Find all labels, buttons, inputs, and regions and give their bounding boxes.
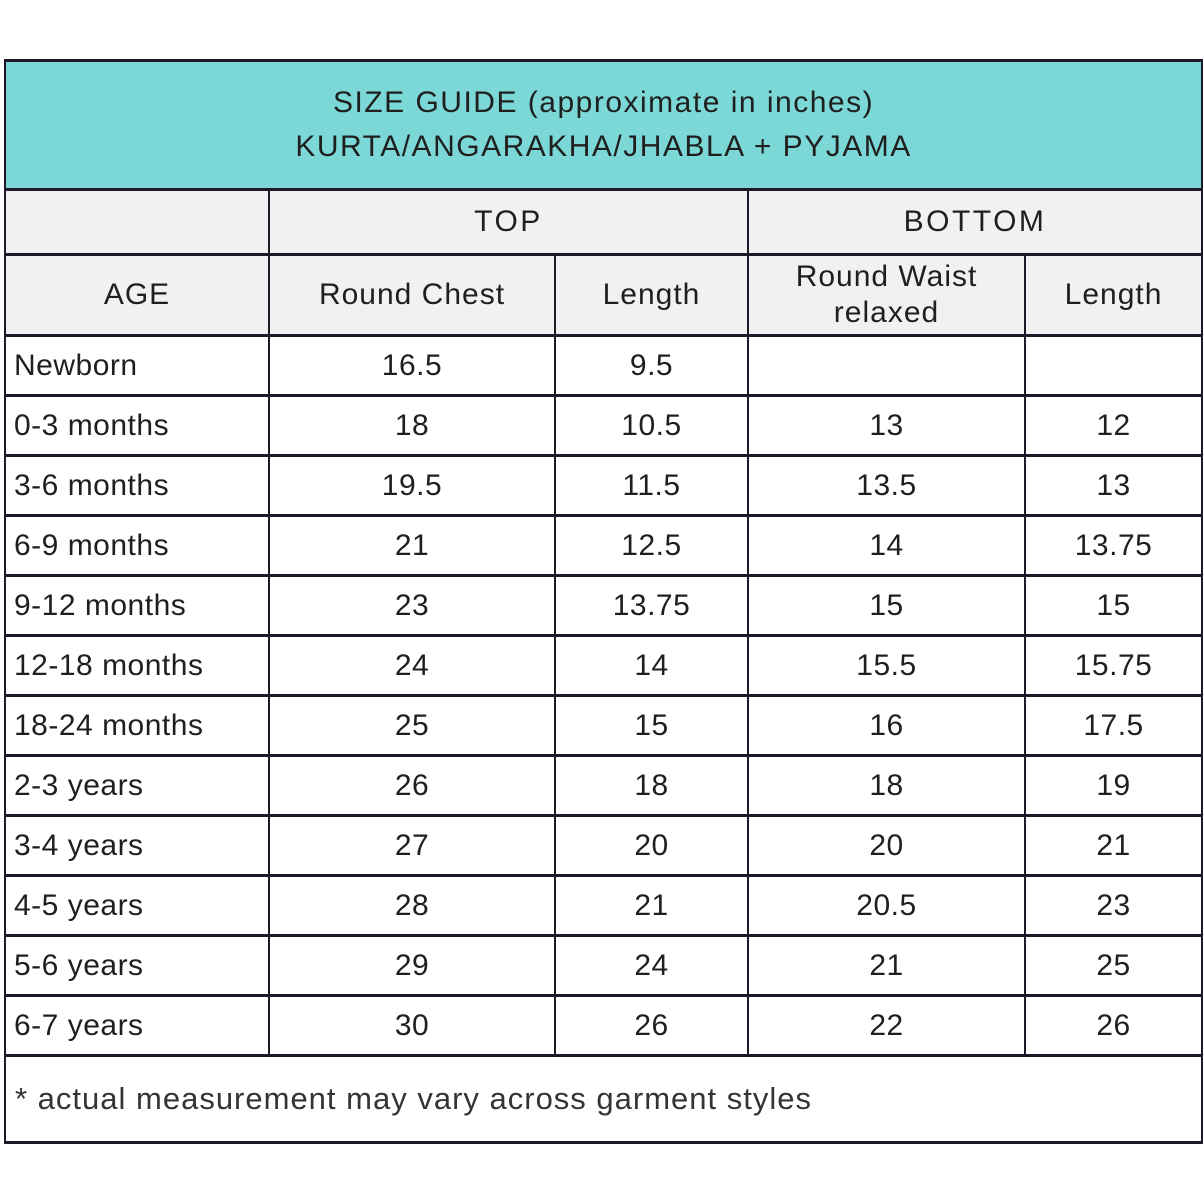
top-length-cell: 13.75	[554, 574, 749, 637]
top-length-cell: 14	[554, 634, 749, 697]
footnote-row: * actual measurement may vary across gar…	[3, 1054, 1204, 1144]
title-row: SIZE GUIDE (approximate in inches) KURTA…	[3, 59, 1204, 191]
group-header-spacer	[4, 188, 270, 256]
round-chest-cell: 16.5	[268, 334, 556, 397]
table-row-6-9-months: 6-9 months 21 12.5 14 13.75	[4, 514, 1204, 577]
table-row-6-7-years: 6-7 years 30 26 22 26	[4, 994, 1204, 1057]
size-guide-table: SIZE GUIDE (approximate in inches) KURTA…	[3, 59, 1204, 1144]
round-chest-cell: 28	[268, 874, 556, 937]
round-waist-cell: 15	[747, 574, 1026, 637]
column-header-bottom-length: Length	[1023, 253, 1204, 337]
age-cell: Newborn	[4, 334, 270, 397]
round-chest-cell: 25	[268, 694, 556, 757]
top-length-cell: 21	[554, 874, 749, 937]
column-header-top-length: Length	[554, 253, 749, 337]
table-row-3-6-months: 3-6 months 19.5 11.5 13.5 13	[4, 454, 1204, 517]
group-header-top: TOP	[268, 188, 749, 256]
bottom-length-cell: 13	[1023, 454, 1204, 517]
round-waist-cell: 20.5	[747, 874, 1026, 937]
bottom-length-cell: 15.75	[1023, 634, 1204, 697]
age-cell: 4-5 years	[4, 874, 270, 937]
group-header-row: TOP BOTTOM	[4, 188, 1204, 256]
footnote: * actual measurement may vary across gar…	[3, 1054, 1204, 1144]
round-chest-cell: 27	[268, 814, 556, 877]
column-header-age: AGE	[4, 253, 270, 337]
age-cell: 12-18 months	[4, 634, 270, 697]
round-chest-cell: 21	[268, 514, 556, 577]
top-length-cell: 20	[554, 814, 749, 877]
bottom-length-cell: 23	[1023, 874, 1204, 937]
round-chest-cell: 26	[268, 754, 556, 817]
bottom-length-cell: 21	[1023, 814, 1204, 877]
round-chest-cell: 19.5	[268, 454, 556, 517]
round-chest-cell: 30	[268, 994, 556, 1057]
round-waist-cell: 13.5	[747, 454, 1026, 517]
table-row-12-18-months: 12-18 months 24 14 15.5 15.75	[4, 634, 1204, 697]
top-length-cell: 26	[554, 994, 749, 1057]
bottom-length-cell: 19	[1023, 754, 1204, 817]
age-cell: 18-24 months	[4, 694, 270, 757]
round-waist-cell: 15.5	[747, 634, 1026, 697]
table-title-band: SIZE GUIDE (approximate in inches) KURTA…	[3, 59, 1204, 191]
table-row-0-3-months: 0-3 months 18 10.5 13 12	[4, 394, 1204, 457]
round-waist-cell: 20	[747, 814, 1026, 877]
age-cell: 0-3 months	[4, 394, 270, 457]
bottom-length-cell: 17.5	[1023, 694, 1204, 757]
age-cell: 3-6 months	[4, 454, 270, 517]
round-chest-cell: 29	[268, 934, 556, 997]
top-length-cell: 24	[554, 934, 749, 997]
table-row-9-12-months: 9-12 months 23 13.75 15 15	[4, 574, 1204, 637]
column-header-row: AGE Round Chest Length Round Waist relax…	[4, 253, 1204, 337]
age-cell: 6-7 years	[4, 994, 270, 1057]
bottom-length-cell: 26	[1023, 994, 1204, 1057]
age-cell: 3-4 years	[4, 814, 270, 877]
age-cell: 9-12 months	[4, 574, 270, 637]
age-cell: 2-3 years	[4, 754, 270, 817]
top-length-cell: 11.5	[554, 454, 749, 517]
table-row-5-6-years: 5-6 years 29 24 21 25	[4, 934, 1204, 997]
round-waist-cell: 16	[747, 694, 1026, 757]
bottom-length-cell	[1023, 334, 1204, 397]
round-waist-cell: 22	[747, 994, 1026, 1057]
age-cell: 6-9 months	[4, 514, 270, 577]
round-chest-cell: 18	[268, 394, 556, 457]
top-length-cell: 18	[554, 754, 749, 817]
table-row-2-3-years: 2-3 years 26 18 18 19	[4, 754, 1204, 817]
table-row-3-4-years: 3-4 years 27 20 20 21	[4, 814, 1204, 877]
group-header-bottom: BOTTOM	[746, 188, 1204, 256]
column-header-round-chest: Round Chest	[268, 253, 556, 337]
bottom-length-cell: 13.75	[1023, 514, 1204, 577]
title-line-1: SIZE GUIDE (approximate in inches)	[332, 86, 875, 119]
top-length-cell: 12.5	[554, 514, 749, 577]
top-length-cell: 9.5	[554, 334, 749, 397]
table-row-newborn: Newborn 16.5 9.5	[4, 334, 1204, 397]
column-header-round-waist: Round Waist relaxed	[747, 253, 1026, 337]
top-length-cell: 10.5	[554, 394, 749, 457]
round-chest-cell: 24	[268, 634, 556, 697]
bottom-length-cell: 15	[1023, 574, 1204, 637]
round-waist-cell: 18	[747, 754, 1026, 817]
round-waist-cell: 21	[747, 934, 1026, 997]
age-cell: 5-6 years	[4, 934, 270, 997]
table-row-4-5-years: 4-5 years 28 21 20.5 23	[4, 874, 1204, 937]
round-chest-cell: 23	[268, 574, 556, 637]
title-line-2: KURTA/ANGARAKHA/JHABLA + PYJAMA	[295, 130, 912, 163]
round-waist-cell	[747, 334, 1026, 397]
round-waist-cell: 13	[747, 394, 1026, 457]
table-row-18-24-months: 18-24 months 25 15 16 17.5	[4, 694, 1204, 757]
bottom-length-cell: 25	[1023, 934, 1204, 997]
bottom-length-cell: 12	[1023, 394, 1204, 457]
round-waist-cell: 14	[747, 514, 1026, 577]
top-length-cell: 15	[554, 694, 749, 757]
